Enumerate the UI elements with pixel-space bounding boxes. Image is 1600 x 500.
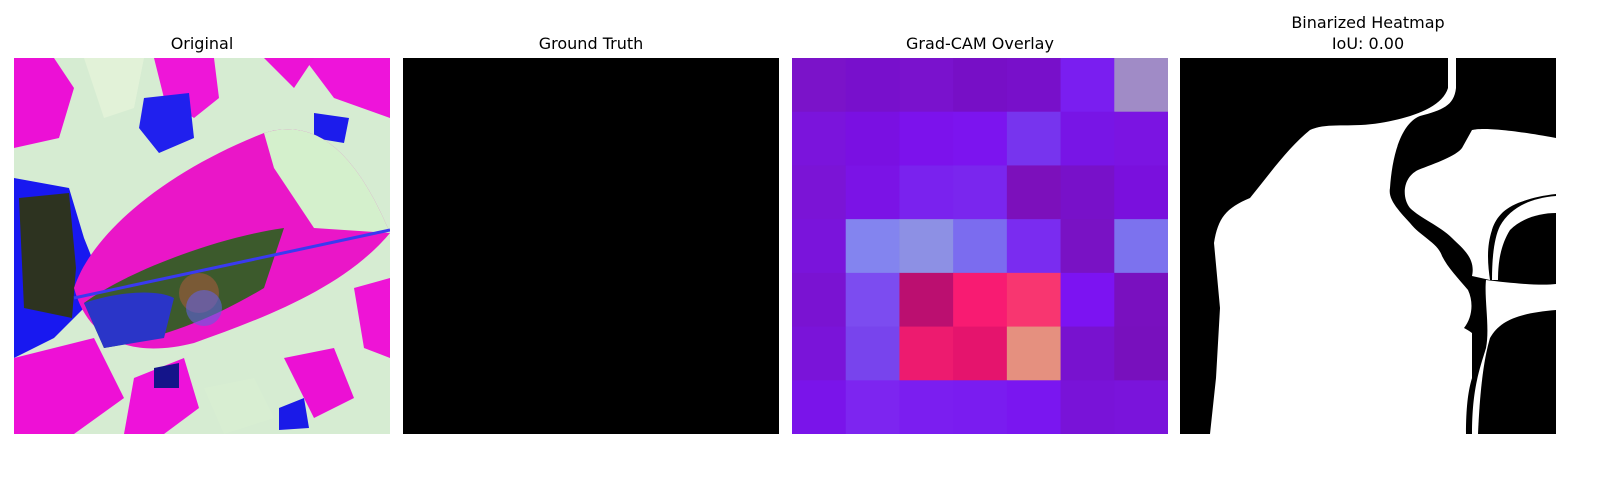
- gradcam-cell: [1006, 380, 1062, 434]
- gradcam-overlay: [792, 58, 1168, 434]
- gradcam-cell: [953, 111, 1008, 166]
- gradcam-cell: [792, 111, 847, 166]
- gradcam-cell: [1006, 326, 1062, 381]
- panel-title-original: Original: [170, 34, 234, 53]
- gradcam-cell: [899, 58, 954, 113]
- gradcam-cell: [792, 326, 847, 381]
- gradcam-cell: [953, 165, 1008, 220]
- panel-subtitle-iou: IoU: 0.00: [1331, 34, 1405, 53]
- panel-title-ground-truth: Ground Truth: [538, 34, 644, 53]
- binarized-heatmap: [1180, 58, 1556, 434]
- gradcam-cell: [1060, 326, 1115, 381]
- gradcam-grid: [792, 58, 1168, 434]
- ground-truth-mask: [403, 58, 779, 434]
- gradcam-cell: [953, 219, 1008, 274]
- gradcam-cell: [1060, 380, 1115, 434]
- gradcam-cell: [953, 380, 1008, 434]
- gradcam-cell: [1006, 219, 1062, 274]
- gradcam-cell: [953, 272, 1008, 328]
- gradcam-cell: [845, 165, 900, 220]
- gradcam-cell: [845, 58, 900, 113]
- gradcam-cell: [845, 111, 900, 166]
- gradcam-cell: [1114, 272, 1168, 328]
- panel-title-gradcam-overlay: Grad-CAM Overlay: [906, 34, 1054, 53]
- original-image: [14, 58, 390, 434]
- gradcam-cell: [792, 165, 847, 220]
- gradcam-cell: [953, 58, 1008, 113]
- gradcam-cell: [899, 165, 954, 220]
- gradcam-cell: [899, 272, 954, 328]
- gradcam-cell: [792, 219, 847, 274]
- original-image-graphic: [14, 58, 390, 434]
- gradcam-cell: [845, 380, 900, 434]
- gradcam-cell: [1114, 380, 1168, 434]
- gradcam-cell: [845, 326, 900, 381]
- gradcam-cell: [899, 111, 954, 166]
- gradcam-cell: [1006, 58, 1062, 113]
- gradcam-cell: [792, 58, 847, 113]
- gradcam-cell: [899, 380, 954, 434]
- gradcam-cell: [845, 272, 900, 328]
- gradcam-cell: [792, 380, 847, 434]
- gradcam-cell: [1114, 111, 1168, 166]
- gradcam-cell: [792, 272, 847, 328]
- gradcam-cell: [1006, 272, 1062, 328]
- gradcam-cell: [1060, 272, 1115, 328]
- gradcam-cell: [1114, 326, 1168, 381]
- gradcam-cell: [1006, 165, 1062, 220]
- gradcam-cell: [1114, 58, 1168, 113]
- gradcam-cell: [1060, 219, 1115, 274]
- gradcam-cell: [1060, 111, 1115, 166]
- gradcam-cell: [1060, 58, 1115, 113]
- panel-title-binarized-heatmap: Binarized Heatmap: [1291, 13, 1445, 32]
- binarized-mask-graphic: [1180, 58, 1556, 434]
- gradcam-cell: [1060, 165, 1115, 220]
- gradcam-cell: [899, 219, 954, 274]
- gradcam-cell: [1006, 111, 1062, 166]
- gradcam-cell: [899, 326, 954, 381]
- gradcam-cell: [1114, 219, 1168, 274]
- gradcam-cell: [845, 219, 900, 274]
- gradcam-cell: [953, 326, 1008, 381]
- gradcam-cell: [1114, 165, 1168, 220]
